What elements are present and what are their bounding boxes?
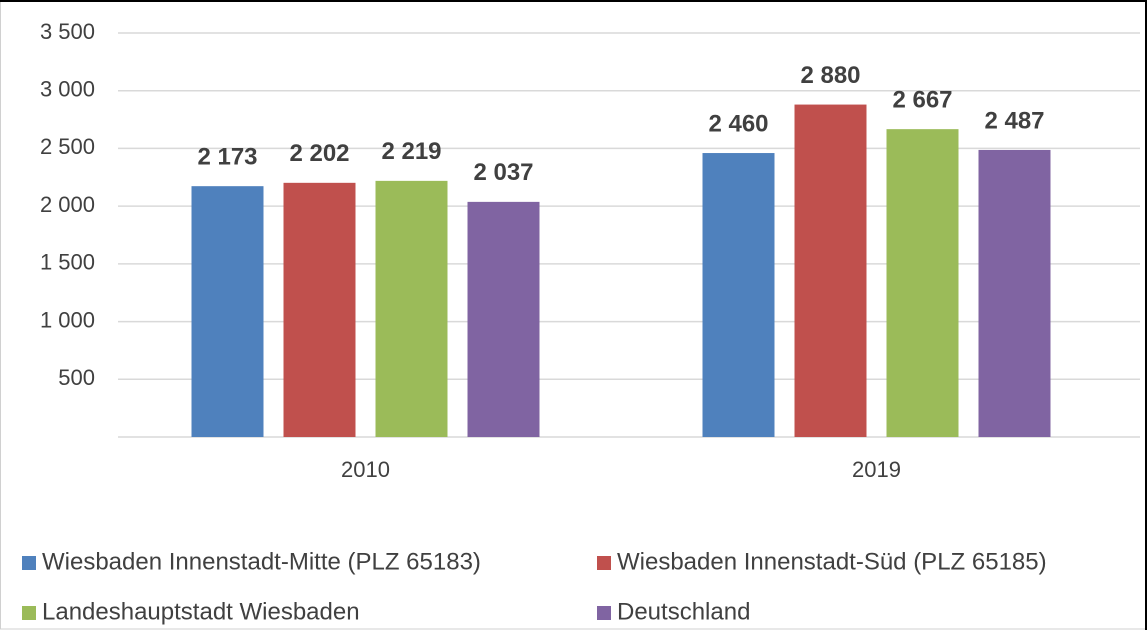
- y-tick-label: 3 000: [40, 77, 95, 102]
- data-label: 2 173: [197, 144, 257, 171]
- data-label: 2 880: [800, 62, 860, 89]
- y-tick-label: 2 000: [40, 192, 95, 217]
- y-tick-label: 2 500: [40, 134, 95, 159]
- legend-swatch: [597, 606, 611, 620]
- legend-label: Landeshauptstadt Wiesbaden: [42, 598, 360, 625]
- bar: [375, 180, 448, 437]
- legend-swatch: [22, 556, 36, 570]
- bar: [886, 129, 959, 438]
- x-tick-label: 2010: [341, 457, 390, 482]
- y-tick-label: 1 000: [40, 307, 95, 332]
- data-label: 2 037: [473, 159, 533, 186]
- bar: [191, 186, 264, 437]
- y-tick-label: 1 500: [40, 250, 95, 275]
- bar: [978, 149, 1051, 437]
- data-label: 2 667: [892, 86, 952, 113]
- legend-swatch: [597, 556, 611, 570]
- data-label: 2 202: [289, 140, 349, 167]
- y-tick-label: 500: [58, 365, 95, 390]
- data-label: 2 487: [984, 107, 1044, 134]
- bar: [283, 182, 356, 437]
- data-label: 2 460: [708, 110, 768, 137]
- legend-label: Wiesbaden Innenstadt-Süd (PLZ 65185): [617, 548, 1047, 575]
- data-label: 2 219: [381, 138, 441, 165]
- bar: [467, 201, 540, 437]
- x-tick-label: 2019: [852, 457, 901, 482]
- bar: [702, 153, 775, 437]
- legend-label: Deutschland: [617, 598, 750, 625]
- y-tick-label: 3 500: [40, 19, 95, 44]
- legend-label: Wiesbaden Innenstadt-Mitte (PLZ 65183): [42, 548, 481, 575]
- bar: [794, 104, 867, 438]
- legend-swatch: [22, 606, 36, 620]
